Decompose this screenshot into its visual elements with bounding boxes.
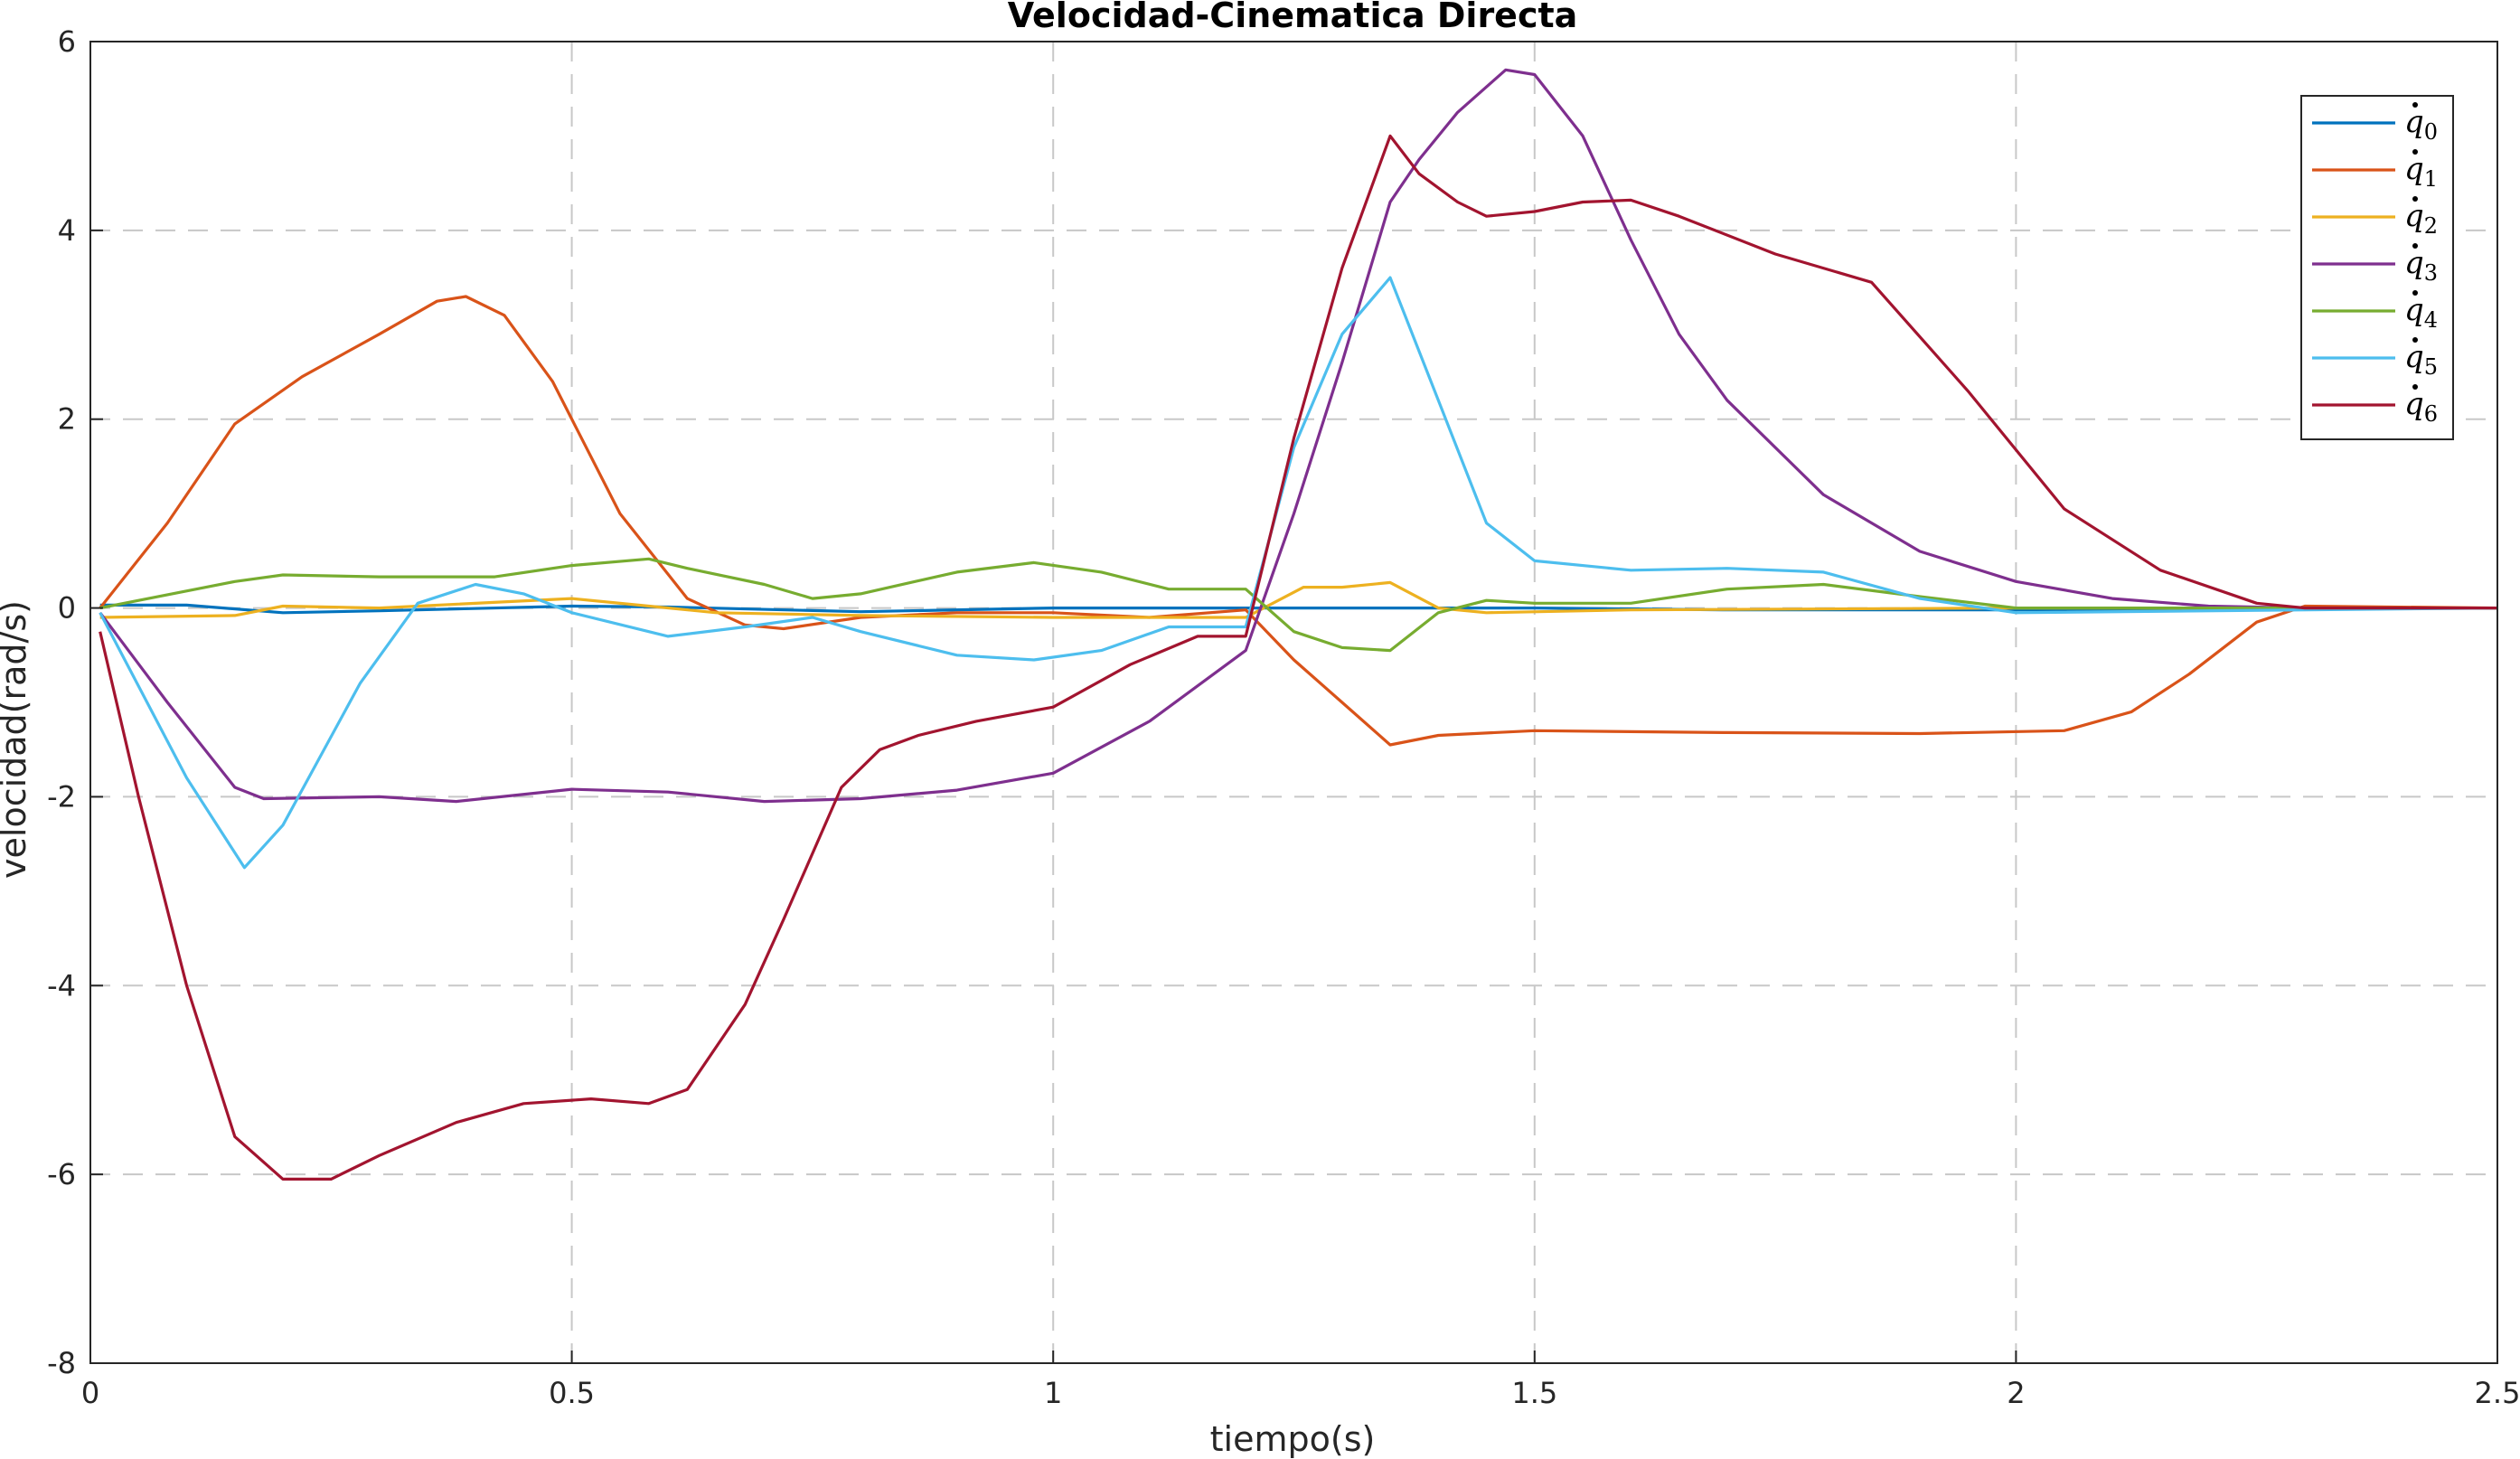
legend-dot-q0: [2412, 102, 2418, 108]
series-line-q2: [99, 580, 2497, 619]
legend-entry-q5: q5: [2404, 339, 2438, 380]
legend-entry-q1: q1: [2404, 151, 2438, 192]
x-tick-label: 0.5: [549, 1376, 595, 1410]
y-tick-label: 2: [58, 402, 76, 437]
legend-dot-q4: [2412, 290, 2418, 296]
x-axis-label: tiempo(s): [1210, 1419, 1376, 1459]
series-line-q3: [99, 68, 2497, 804]
ticks: [89, 41, 2498, 1364]
legend-entry-q4: q4: [2404, 292, 2438, 333]
series-line-q5: [99, 276, 2498, 870]
x-tick-label: 2.5: [2475, 1376, 2520, 1410]
x-tick-label: 1: [1044, 1376, 1062, 1410]
series-line-q1: [99, 295, 2498, 747]
x-tick-label: 0: [81, 1376, 99, 1410]
y-tick-label: -8: [47, 1346, 76, 1380]
y-axis-label: velocidad(rad/s): [0, 600, 33, 879]
x-tick-label: 2: [2007, 1376, 2025, 1410]
y-tick-label: -6: [47, 1157, 76, 1191]
y-tick-label: -4: [47, 968, 76, 1002]
series-line-q6: [99, 134, 2497, 1181]
y-tick-label: 6: [58, 24, 76, 59]
tick-labels: 0 0.5 1 1.5 2 2.5 -8 -6 -4 -2 0 2 4 6: [47, 24, 2520, 1410]
series-line-q4: [99, 557, 2497, 653]
grid: [90, 42, 2497, 1363]
legend-dot-q3: [2412, 243, 2418, 249]
y-tick-label: 4: [58, 213, 76, 248]
legend-dot-q2: [2412, 196, 2418, 202]
x-tick-label: 1.5: [1511, 1376, 1557, 1410]
legend-dot-q1: [2412, 149, 2418, 155]
legend: q0 q1 q2 q3 q4 q5 q6: [2300, 95, 2454, 440]
chart-title: Velocidad-Cinematica Directa: [1008, 0, 1578, 35]
series-lines: [99, 68, 2498, 1181]
legend-box: [2300, 95, 2454, 440]
y-tick-label: -2: [47, 779, 76, 814]
legend-entry-q2: q2: [2404, 198, 2438, 239]
legend-entry-q6: q6: [2404, 386, 2438, 427]
legend-entry-q3: q3: [2404, 245, 2438, 286]
legend-dot-q6: [2412, 384, 2418, 390]
plot-frame: [89, 41, 2498, 1364]
y-tick-label: 0: [58, 591, 76, 626]
legend-entry-q0: q0: [2404, 104, 2438, 145]
legend-dot-q5: [2412, 337, 2418, 343]
